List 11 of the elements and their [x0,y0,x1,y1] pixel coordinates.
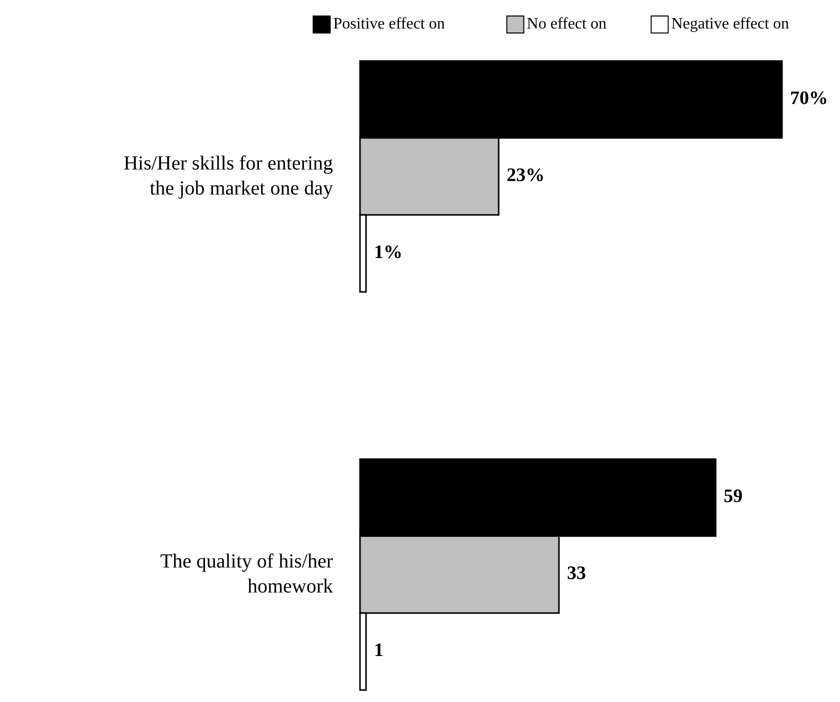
data-label: 33 [566,562,586,584]
data-label: 59 [724,486,743,507]
data-label: 1 [374,640,384,661]
data-label: 70% [790,88,828,109]
data-label: 1% [374,242,403,263]
y-tick-label: His/Her skills for entering the job market one day [124,152,333,200]
legend-label: Negative effect on [671,16,790,33]
legend-label: Positive effect on [333,16,445,33]
y-tick-label: The quality of his/her homework [160,550,334,598]
data-label: 23% [506,164,545,186]
legend-label: No effect on [526,16,606,33]
